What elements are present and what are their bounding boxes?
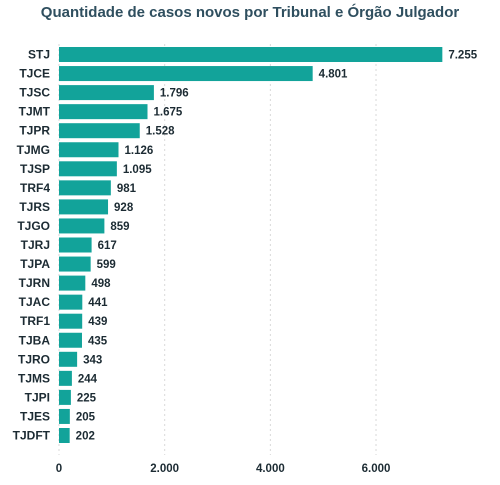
bar-tjes (59, 408, 70, 424)
value-label: 435 (88, 335, 108, 347)
value-label: 928 (114, 202, 134, 214)
category-label: TJCE (19, 67, 50, 81)
value-label: 4.801 (319, 69, 348, 81)
category-label: TJPI (25, 390, 50, 404)
bar-tjpa (59, 256, 91, 272)
value-label: 1.126 (124, 145, 153, 157)
value-label: 599 (97, 259, 116, 271)
bar-tjsc (59, 85, 154, 101)
bar-tjro (59, 351, 78, 367)
category-label: TRF4 (20, 181, 50, 195)
category-label: TJMG (17, 143, 50, 157)
value-label: 441 (88, 297, 108, 309)
value-label: 202 (76, 431, 95, 443)
category-label: TJSP (20, 162, 50, 176)
category-label: TJPR (19, 124, 50, 138)
bar-tjpi (59, 389, 71, 405)
value-label: 244 (78, 373, 98, 385)
bar-trf1 (59, 313, 83, 329)
x-tick-label: 0 (56, 463, 62, 475)
value-label: 205 (76, 411, 96, 423)
category-label: TJDFT (13, 429, 51, 443)
value-label: 343 (83, 354, 102, 366)
category-label: TJAC (19, 295, 51, 309)
bar-tjms (59, 370, 72, 386)
category-label: STJ (28, 48, 50, 62)
value-label: 225 (77, 392, 97, 404)
value-label: 498 (91, 278, 111, 290)
value-label: 1.675 (154, 107, 183, 119)
bar-tjsp (59, 161, 117, 177)
category-label: TJGO (17, 219, 50, 233)
x-tick-label: 6.000 (362, 463, 391, 475)
value-label: 1.796 (160, 88, 189, 100)
bar-tjpr (59, 123, 140, 139)
value-label: 1.528 (146, 126, 175, 138)
value-label: 859 (110, 221, 129, 233)
category-label: TJRN (19, 276, 50, 290)
bar-tjrj (59, 237, 92, 253)
category-label: TJPA (20, 257, 50, 271)
bar-tjce (59, 66, 313, 82)
bar-tjac (59, 294, 83, 310)
category-label: TJMT (19, 105, 51, 119)
category-label: TJMS (18, 371, 50, 385)
chart-title: Quantidade de casos novos por Tribunal e… (40, 4, 460, 21)
x-tick-label: 4.000 (256, 463, 285, 475)
category-label: TJRO (18, 352, 50, 366)
bar-stj (59, 47, 443, 62)
bar-tjba (59, 332, 82, 348)
value-label: 981 (117, 183, 137, 195)
category-label: TJES (20, 409, 50, 423)
value-label: 617 (98, 240, 117, 252)
bar-tjrn (59, 275, 86, 291)
category-label: TJSC (19, 86, 50, 100)
x-tick-label: 2.000 (150, 463, 179, 475)
bar-trf4 (59, 180, 111, 196)
category-label: TJBA (19, 333, 51, 347)
category-label: TRF1 (20, 314, 50, 328)
value-label: 7.255 (448, 50, 477, 62)
value-label: 1.095 (123, 164, 152, 176)
value-label: 439 (88, 316, 107, 328)
bar-tjmt (59, 104, 148, 120)
bar-tjrs (59, 199, 109, 215)
bar-tjdft (59, 428, 70, 443)
category-label: TJRS (19, 200, 50, 214)
category-label: TJRJ (21, 238, 50, 252)
bar-tjmg (59, 142, 119, 158)
bar-tjgo (59, 218, 105, 234)
